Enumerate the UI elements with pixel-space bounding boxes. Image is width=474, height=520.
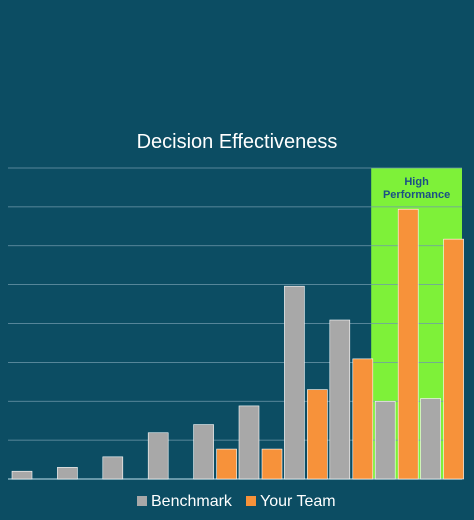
bar-benchmark bbox=[193, 424, 214, 480]
legend: Benchmark Your Team bbox=[137, 493, 336, 510]
legend-label-benchmark: Benchmark bbox=[151, 493, 233, 510]
chart-title: Decision Effectiveness bbox=[137, 131, 338, 153]
bar-benchmark bbox=[284, 285, 305, 480]
legend-swatch-your-team bbox=[246, 496, 256, 506]
bars bbox=[11, 208, 464, 480]
legend-label-your-team: Your Team bbox=[260, 493, 336, 510]
bar-benchmark bbox=[374, 400, 396, 480]
bar-your-team bbox=[443, 238, 464, 480]
bar-your-team bbox=[307, 389, 328, 480]
bar-your-team bbox=[216, 448, 237, 480]
legend-swatch-benchmark bbox=[137, 496, 147, 506]
bar-benchmark bbox=[11, 470, 33, 480]
bar-benchmark bbox=[420, 398, 441, 480]
bar-benchmark bbox=[102, 456, 124, 480]
gridlines bbox=[8, 167, 462, 480]
bar-benchmark bbox=[147, 432, 169, 480]
high-performance-label-line1: High bbox=[404, 176, 429, 188]
bar-benchmark bbox=[57, 467, 78, 480]
bar-benchmark bbox=[238, 405, 260, 480]
bar-your-team bbox=[352, 358, 374, 480]
high-performance-label-line2: Performance bbox=[383, 189, 450, 201]
bar-your-team bbox=[397, 208, 419, 480]
bar-benchmark bbox=[329, 319, 351, 480]
bar-your-team bbox=[261, 448, 283, 480]
